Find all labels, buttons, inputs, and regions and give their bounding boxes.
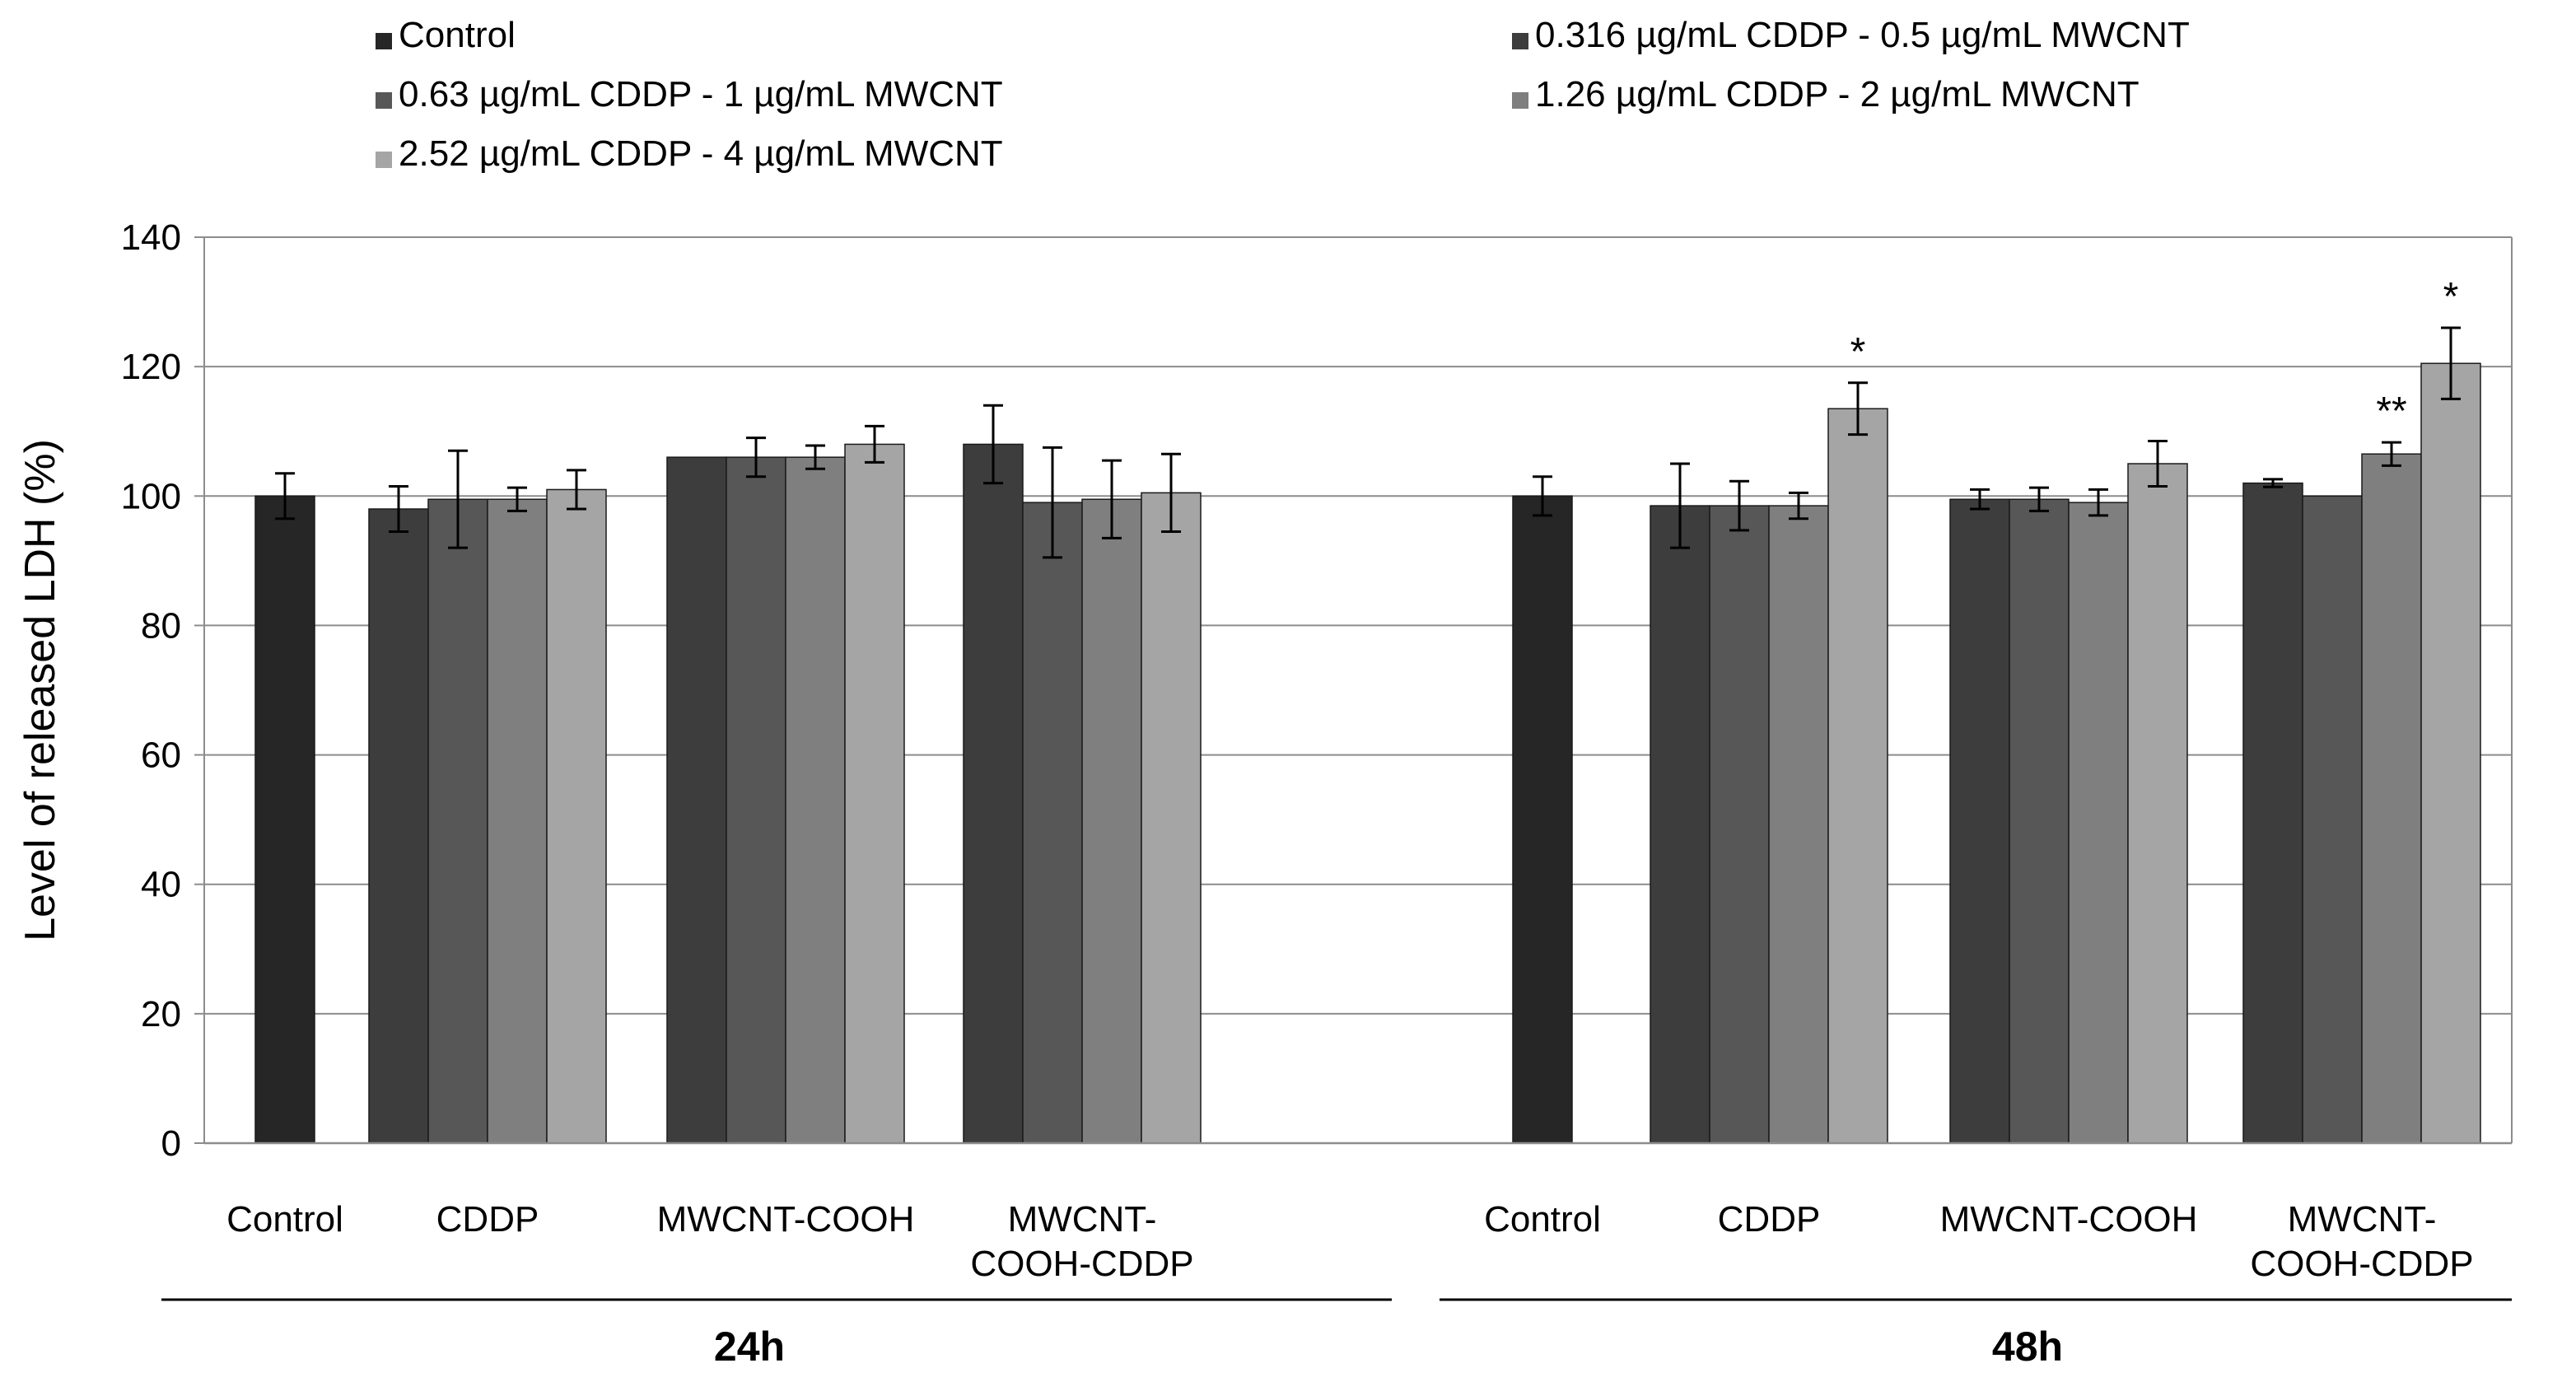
group-label-48h: 48h [1992,1324,2063,1370]
bar-48h-MWCNT-COOH-CDDP-s1 [2242,482,2303,1144]
group-label-24h: 24h [714,1324,785,1370]
bar-24h-CDDP-s4 [546,488,607,1144]
y-tick-label: 20 [141,994,181,1034]
bar-24h-MWCNT-COOH-CDDP-s4 [1141,492,1202,1144]
bar-24h-CDDP-s3 [487,498,548,1144]
y-axis-title: Level of released LDH (%) [16,439,64,941]
bar-24h-MWCNT-COOH-CDDP-s3 [1081,498,1142,1144]
bar-48h-MWCNT-COOH-s1 [1949,498,2010,1144]
category-label: COOH-CDDP [2250,1244,2473,1284]
y-tick-label: 40 [141,865,181,905]
bar-48h-MWCNT-COOH-CDDP-s2 [2302,495,2363,1144]
category-label: MWCNT-COOH [657,1199,915,1240]
legend-label-2: 0.63 µg/mL CDDP - 1 µg/mL MWCNT [399,74,1003,114]
bar-48h-MWCNT-COOH-CDDP-s4 [2420,362,2481,1144]
bar-24h-CDDP-s1 [368,508,429,1144]
category-label: CDDP [436,1199,539,1240]
legend-label-0: Control [399,15,516,55]
y-tick-label: 0 [161,1123,181,1164]
y-tick-label: 140 [121,217,181,258]
bar-24h-CDDP-s2 [427,498,488,1144]
bar-48h-MWCNT-COOH-CDDP-s3 [2361,453,2422,1144]
bar-48h-CDDP-s2 [1709,505,1770,1144]
bar-24h-MWCNT-COOH-CDDP-s2 [1022,502,1083,1144]
bar-24h-Control-s0 [254,495,315,1144]
bar-24h-MWCNT-COOH-s4 [844,443,905,1144]
category-label: MWCNT-COOH [1940,1199,2198,1240]
bar-48h-MWCNT-COOH-s3 [2068,502,2129,1144]
bar-48h-MWCNT-COOH-s4 [2127,463,2188,1144]
category-label: CDDP [1718,1199,1821,1240]
legend-swatch-3 [1512,92,1528,109]
significance-marker: ** [2376,390,2406,433]
category-label: Control [226,1199,343,1240]
category-label: MWCNT- [2288,1199,2437,1240]
legend-label-3: 1.26 µg/mL CDDP - 2 µg/mL MWCNT [1535,74,2140,114]
bar-24h-MWCNT-COOH-s3 [785,456,846,1144]
legend-swatch-4 [376,152,392,168]
category-label: MWCNT- [1008,1199,1157,1240]
y-tick-label: 100 [121,476,181,516]
bar-24h-MWCNT-COOH-CDDP-s1 [963,443,1024,1144]
bar-24h-MWCNT-COOH-s2 [726,456,786,1144]
y-tick-label: 60 [141,735,181,776]
significance-marker: * [2443,275,2459,319]
significance-marker: * [1850,330,1866,374]
legend-label-1: 0.316 µg/mL CDDP - 0.5 µg/mL MWCNT [1535,15,2190,55]
legend-swatch-2 [376,92,392,109]
bar-48h-Control-s0 [1512,495,1573,1144]
category-label: COOH-CDDP [970,1244,1193,1284]
bar-48h-CDDP-s1 [1650,505,1710,1144]
y-tick-label: 120 [121,347,181,387]
bar-48h-CDDP-s3 [1768,505,1829,1144]
bar-48h-MWCNT-COOH-s2 [2009,498,2070,1144]
bar-24h-MWCNT-COOH-s1 [666,456,727,1144]
bar-48h-CDDP-s4 [1827,408,1888,1144]
legend-label-4: 2.52 µg/mL CDDP - 4 µg/mL MWCNT [399,133,1003,174]
legend-swatch-1 [1512,33,1528,49]
y-tick-label: 80 [141,605,181,646]
legend-swatch-0 [376,33,392,49]
category-label: Control [1484,1199,1601,1240]
